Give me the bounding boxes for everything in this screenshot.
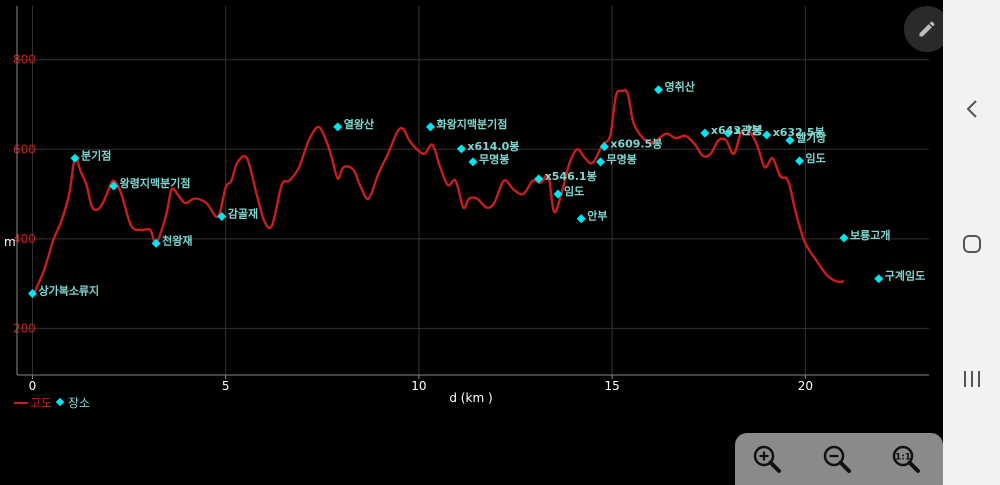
y-tick-label: 400 (13, 232, 36, 246)
home-square-icon (962, 235, 981, 253)
x-tick-label: 20 (798, 379, 813, 393)
place-label: 무명봉 (479, 152, 509, 166)
place-label: x관봉 (734, 123, 761, 137)
edit-button[interactable] (904, 6, 950, 52)
place-label: 안부 (587, 209, 607, 223)
back-button[interactable] (943, 92, 1000, 126)
zoom-in-button[interactable] (747, 439, 787, 479)
place-marker[interactable] (534, 174, 544, 184)
x-tick-label: 5 (222, 379, 230, 393)
place-label: 무명봉 (607, 152, 637, 166)
place-label: 감골재 (228, 206, 258, 220)
zoom-fit-button[interactable]: 1:1 (886, 439, 926, 479)
axes: 0 5 10 15 20 200 400 600 800 (13, 6, 929, 393)
place-label: 보룡고개 (850, 228, 890, 242)
place-marker[interactable] (795, 156, 805, 166)
x-tick-label: 10 (411, 379, 426, 393)
place-marker[interactable] (874, 274, 884, 284)
legend-place-label: 장소 (68, 396, 90, 410)
place-label: 분기점 (81, 148, 111, 162)
y-tick-label: 600 (13, 142, 36, 156)
home-button[interactable] (943, 227, 1000, 261)
x-axis-label: d (km ) (449, 391, 492, 405)
legend: 고도 장소 (14, 396, 90, 410)
place-label: x632.5봉 (773, 126, 825, 139)
y-tick-label: 800 (13, 53, 36, 67)
recent-apps-icon (963, 371, 980, 387)
system-navigation-bar (943, 0, 1000, 485)
zoom-out-icon (823, 445, 851, 473)
x-tick-label: 15 (604, 379, 619, 393)
place-marker[interactable] (700, 128, 710, 138)
place-marker[interactable] (468, 157, 478, 167)
elevation-chart: 0 5 10 15 20 200 400 600 800 상가복소류지 분기점왕령지맥분기점천왕재… (4, 6, 929, 410)
pencil-icon (919, 21, 935, 37)
svg-text:1:1: 1:1 (895, 453, 911, 463)
place-marker[interactable] (425, 122, 436, 132)
place-label: 구계임도 (885, 269, 925, 283)
place-label: 영취산 (664, 80, 694, 94)
zoom-out-button[interactable] (817, 439, 857, 479)
place-marker[interactable] (27, 288, 37, 299)
place-label: 천왕재 (162, 233, 192, 247)
elevation-series (33, 88, 845, 294)
place-label: 열왕산 (344, 117, 374, 131)
place-marker[interactable] (595, 157, 606, 167)
elevation-line (33, 88, 845, 294)
place-label: x609.5봉 (610, 138, 662, 151)
place-label: 왕령지맥분기점 (120, 176, 191, 190)
place-marker[interactable] (70, 153, 80, 163)
place-marker[interactable] (653, 85, 664, 95)
grid (17, 6, 929, 375)
place-marker[interactable] (576, 214, 586, 224)
place-marker[interactable] (762, 130, 772, 140)
chevron-left-icon (966, 100, 977, 118)
place-label: x643.7봉 (711, 124, 763, 137)
legend-diamond-swatch (55, 397, 65, 407)
place-marker[interactable] (839, 233, 849, 243)
place-marker[interactable] (333, 122, 343, 132)
place-label: 임도 (806, 152, 826, 165)
y-tick-label: 200 (13, 321, 36, 335)
y-axis-label: m (4, 235, 16, 249)
x-tick-label: 0 (29, 379, 37, 393)
place-label: 상가복소류지 (38, 283, 99, 297)
place-label: 헬기장 (796, 130, 826, 144)
zoom-toolbar: 1:1 (735, 433, 943, 485)
place-label: 화왕지맥분기점 (436, 117, 507, 131)
place-label: x546.1봉 (545, 170, 597, 183)
place-label: x614.0봉 (467, 140, 519, 153)
place-marker[interactable] (456, 144, 466, 154)
zoom-in-icon (753, 445, 781, 473)
legend-elevation-label: 고도 (30, 396, 52, 410)
recent-apps-button[interactable] (943, 362, 1000, 396)
place-marker[interactable] (217, 211, 227, 221)
place-label: 임도 (564, 185, 584, 198)
zoom-fit-icon: 1:1 (892, 445, 920, 473)
